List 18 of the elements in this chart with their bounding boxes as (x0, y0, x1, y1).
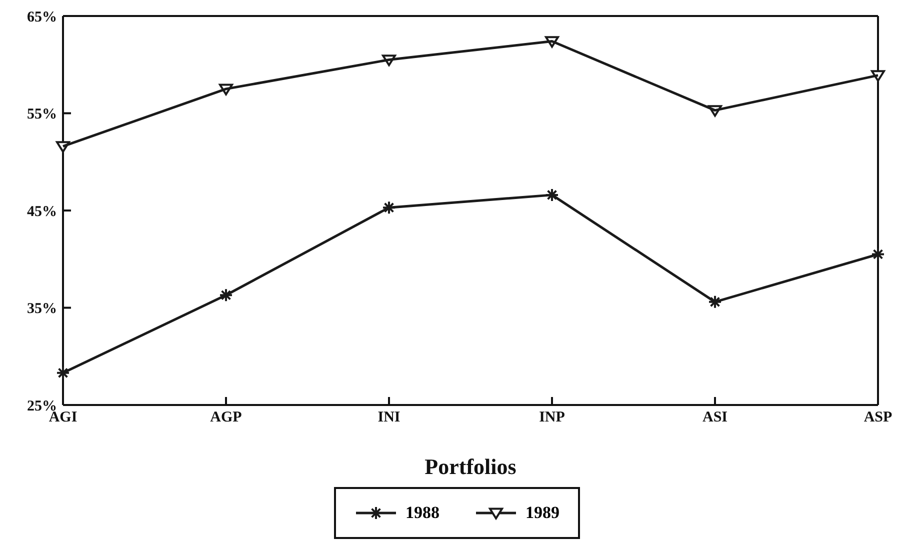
y-tick-label: 35% (27, 301, 57, 318)
legend-label: 1988 (406, 503, 440, 523)
point (708, 294, 722, 309)
y-tick-label: 45% (27, 204, 57, 220)
y-tick-label: 55% (27, 106, 57, 123)
x-tick-label: ASP (864, 410, 892, 426)
point (219, 288, 233, 302)
x-tick-label: INP (539, 410, 565, 426)
x-tick-label: AGP (210, 410, 242, 426)
point (545, 188, 559, 202)
y-tick-label: 65% (27, 9, 57, 26)
x-axis-title: Portfolios (424, 454, 517, 479)
point (871, 247, 885, 262)
point (382, 200, 396, 215)
legend-label: 1989 (526, 503, 560, 523)
point (56, 366, 70, 380)
x-tick-label: INI (378, 410, 400, 426)
x-tick-label: ASI (702, 410, 728, 426)
